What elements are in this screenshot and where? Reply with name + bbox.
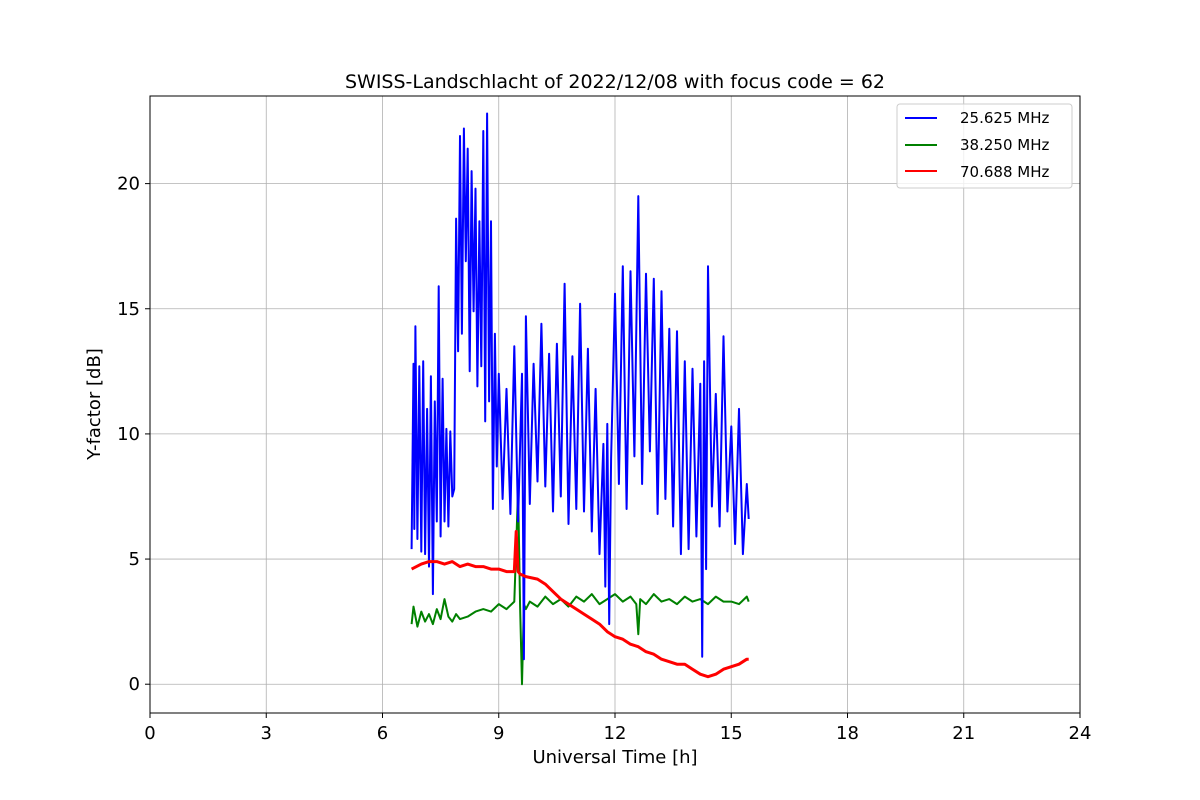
x-tick-label: 18	[836, 723, 859, 744]
x-tick-label: 0	[144, 723, 155, 744]
y-tick-label: 0	[129, 674, 140, 695]
y-tick-label: 20	[117, 174, 140, 195]
ticks: 0 3 6 9 12 15 18 21 24 0 5 10 15 20	[117, 174, 1091, 744]
x-tick-label: 24	[1069, 723, 1092, 744]
y-tick-label: 10	[117, 424, 140, 445]
legend-label-2: 38.250 MHz	[960, 136, 1049, 154]
chart-title: SWISS-Landschlacht of 2022/12/08 with fo…	[345, 71, 885, 93]
x-tick-label: 15	[720, 723, 743, 744]
legend: 25.625 MHz 38.250 MHz 70.688 MHz	[896, 103, 1073, 189]
x-tick-label: 21	[952, 723, 975, 744]
y-tick-label: 15	[117, 299, 140, 320]
x-tick-label: 3	[261, 723, 272, 744]
x-tick-label: 6	[377, 723, 388, 744]
legend-label-3: 70.688 MHz	[960, 163, 1049, 181]
series-line-70-688-mhz	[410, 530, 749, 679]
legend-label-1: 25.625 MHz	[960, 109, 1049, 127]
legend-box	[896, 103, 1073, 189]
y-axis-label: Y-factor [dB]	[84, 348, 105, 461]
series-group	[410, 112, 750, 686]
y-tick-label: 5	[129, 549, 140, 570]
x-tick-label: 12	[604, 723, 627, 744]
series-line-38-250-mhz	[410, 488, 750, 686]
series-line-25-625-mhz	[410, 112, 750, 661]
x-tick-label: 9	[493, 723, 504, 744]
x-axis-label: Universal Time [h]	[532, 747, 697, 768]
